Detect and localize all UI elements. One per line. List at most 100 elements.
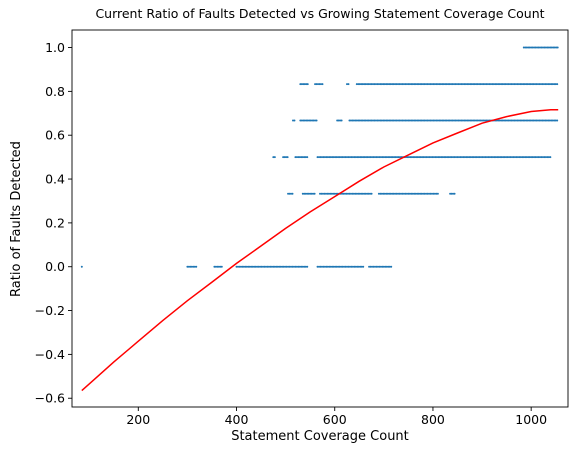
scatter-point xyxy=(529,83,532,86)
scatter-point xyxy=(326,156,329,159)
scatter-point xyxy=(530,46,533,49)
scatter-point xyxy=(362,265,365,268)
scatter-point xyxy=(356,265,359,268)
scatter-point xyxy=(311,119,314,122)
scatter-point xyxy=(534,46,537,49)
scatter-point xyxy=(447,83,450,86)
scatter-point xyxy=(489,83,492,86)
scatter-point xyxy=(463,119,466,122)
scatter-point xyxy=(453,192,456,195)
scatter-point xyxy=(418,156,421,159)
scatter-point xyxy=(342,192,345,195)
scatter-point xyxy=(503,83,506,86)
scatter-point xyxy=(513,156,516,159)
scatter-point xyxy=(357,192,360,195)
scatter-point xyxy=(306,156,309,159)
scatter-point xyxy=(297,265,300,268)
scatter-point xyxy=(378,265,381,268)
scatter-point xyxy=(553,119,556,122)
scatter-point xyxy=(522,46,525,49)
scatter-point xyxy=(442,119,445,122)
scatter-point xyxy=(319,265,322,268)
scatter-point xyxy=(360,83,363,86)
scatter-point xyxy=(351,156,354,159)
scatter-point xyxy=(360,265,363,268)
scatter-point xyxy=(302,83,305,86)
scatter-point xyxy=(423,83,426,86)
scatter-point xyxy=(279,265,282,268)
scatter-point xyxy=(325,265,328,268)
scatter-point xyxy=(544,119,547,122)
scatter-point xyxy=(525,156,528,159)
scatter-point xyxy=(533,46,536,49)
scatter-point xyxy=(425,83,428,86)
scatter-point xyxy=(248,265,251,268)
scatter-point xyxy=(420,119,423,122)
scatter-point xyxy=(388,119,391,122)
scatter-point xyxy=(305,83,308,86)
scatter-point xyxy=(446,156,449,159)
scatter-point xyxy=(422,83,425,86)
scatter-point xyxy=(467,83,470,86)
scatter-point xyxy=(283,156,286,159)
scatter-point xyxy=(291,265,294,268)
scatter-point xyxy=(396,156,399,159)
scatter-point xyxy=(525,119,528,122)
scatter-point xyxy=(380,192,383,195)
scatter-point xyxy=(493,156,496,159)
scatter-point xyxy=(550,83,553,86)
scatter-point xyxy=(316,265,319,268)
scatter-point xyxy=(421,156,424,159)
scatter-point xyxy=(417,83,420,86)
scatter-point xyxy=(306,119,309,122)
scatter-point xyxy=(408,119,411,122)
scatter-point xyxy=(366,156,369,159)
scatter-point xyxy=(335,156,338,159)
scatter-point xyxy=(264,265,267,268)
scatter-point xyxy=(347,265,350,268)
scatter-point xyxy=(395,192,398,195)
scatter-point xyxy=(335,192,338,195)
scatter-point xyxy=(383,83,386,86)
scatter-point xyxy=(362,156,365,159)
scatter-point xyxy=(537,119,540,122)
scatter-point xyxy=(391,192,394,195)
scatter-point xyxy=(422,192,425,195)
scatter-point xyxy=(413,156,416,159)
scatter-point xyxy=(300,119,303,122)
scatter-point xyxy=(556,119,559,122)
scatter-point xyxy=(377,83,380,86)
scatter-point xyxy=(430,119,433,122)
scatter-point xyxy=(292,265,295,268)
scatter-point xyxy=(556,83,559,86)
scatter-point xyxy=(287,265,290,268)
scatter-point xyxy=(428,156,431,159)
scatter-point xyxy=(448,83,451,86)
scatter-point xyxy=(416,119,419,122)
scatter-point xyxy=(303,156,306,159)
scatter-point xyxy=(466,119,469,122)
scatter-point xyxy=(300,83,303,86)
scatter-point xyxy=(439,83,442,86)
scatter-point xyxy=(290,192,293,195)
scatter-point xyxy=(269,265,272,268)
scatter-point xyxy=(319,156,322,159)
scatter-point xyxy=(541,156,544,159)
scatter-point xyxy=(338,265,341,268)
scatter-point xyxy=(400,83,403,86)
scatter-point xyxy=(545,119,548,122)
scatter-point xyxy=(273,265,276,268)
scatter-point xyxy=(385,265,388,268)
scatter-point xyxy=(406,156,409,159)
scatter-point xyxy=(377,119,380,122)
scatter-point xyxy=(426,192,429,195)
scatter-point xyxy=(318,83,321,86)
scatter-point xyxy=(395,83,398,86)
scatter-point xyxy=(478,156,481,159)
scatter-point xyxy=(510,83,513,86)
scatter-point xyxy=(531,156,534,159)
scatter-point xyxy=(414,83,417,86)
scatter-point xyxy=(401,119,404,122)
scatter-point xyxy=(449,156,452,159)
scatter-point xyxy=(530,156,533,159)
